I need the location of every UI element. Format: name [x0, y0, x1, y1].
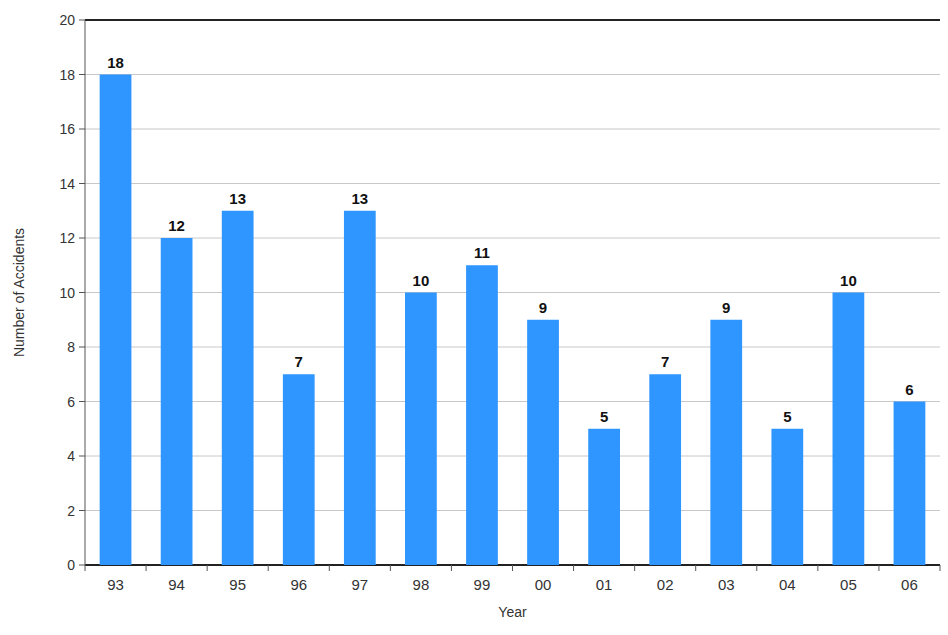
bar [222, 211, 254, 565]
x-tick-label: 03 [718, 576, 735, 593]
x-tick [878, 565, 879, 571]
bar [649, 374, 681, 565]
y-tick [79, 510, 85, 511]
chart: 0246810121416182018121371310119579510693… [0, 0, 948, 635]
y-tick-label: 20 [59, 12, 75, 28]
bar [771, 429, 803, 565]
grid-line [85, 183, 940, 184]
y-tick-label: 2 [67, 503, 75, 519]
grid-line [85, 456, 940, 457]
grid-line [85, 347, 940, 348]
x-tick-label: 02 [657, 576, 674, 593]
y-tick [79, 565, 85, 566]
x-tick [940, 565, 941, 571]
y-tick [79, 347, 85, 348]
y-tick-label: 4 [67, 448, 75, 464]
bar [344, 211, 376, 565]
y-tick [79, 183, 85, 184]
y-axis-line [85, 20, 86, 565]
y-tick-label: 16 [59, 121, 75, 137]
x-tick [634, 565, 635, 571]
data-label: 18 [107, 54, 124, 71]
y-tick [79, 20, 85, 21]
y-tick-label: 10 [59, 285, 75, 301]
y-tick [79, 238, 85, 239]
x-tick-label: 01 [596, 576, 613, 593]
y-tick-label: 6 [67, 394, 75, 410]
x-tick-label: 99 [474, 576, 491, 593]
grid-line [85, 238, 940, 239]
data-label: 6 [905, 381, 913, 398]
data-label: 9 [539, 299, 547, 316]
data-label: 5 [600, 408, 608, 425]
data-label: 9 [722, 299, 730, 316]
data-label: 12 [168, 217, 185, 234]
bar [283, 374, 315, 565]
x-tick-label: 98 [413, 576, 430, 593]
bar [405, 293, 437, 566]
x-tick [451, 565, 452, 571]
data-label: 11 [474, 244, 490, 261]
grid-line [85, 401, 940, 402]
x-tick-label: 93 [107, 576, 124, 593]
bar [161, 238, 193, 565]
x-tick [756, 565, 757, 571]
data-label: 13 [229, 190, 246, 207]
x-tick [146, 565, 147, 571]
y-axis-title: Number of Accidents [11, 228, 27, 357]
grid-line [85, 74, 940, 75]
data-label: 7 [661, 353, 669, 370]
data-label: 10 [413, 272, 430, 289]
x-tick [695, 565, 696, 571]
bar [894, 402, 926, 566]
x-tick [817, 565, 818, 571]
bar [588, 429, 620, 565]
x-tick [573, 565, 574, 571]
x-tick [390, 565, 391, 571]
x-tick-label: 96 [290, 576, 307, 593]
x-tick-label: 04 [779, 576, 796, 593]
y-tick-label: 8 [67, 339, 75, 355]
grid-line [85, 292, 940, 293]
data-label: 5 [783, 408, 791, 425]
grid-line [85, 129, 940, 130]
x-tick-label: 05 [840, 576, 857, 593]
x-tick-label: 06 [901, 576, 918, 593]
grid-line [85, 19, 940, 21]
x-axis-title: Year [498, 604, 527, 620]
data-label: 13 [351, 190, 368, 207]
x-tick-label: 97 [351, 576, 368, 593]
bars [100, 75, 926, 566]
x-tick-label: 95 [229, 576, 246, 593]
x-tick [268, 565, 269, 571]
x-tick [512, 565, 513, 571]
background [0, 0, 948, 635]
bar [833, 293, 865, 566]
y-tick-label: 0 [67, 557, 75, 573]
y-tick [79, 292, 85, 293]
x-tick [329, 565, 330, 571]
data-label: 7 [295, 353, 303, 370]
x-tick [207, 565, 208, 571]
y-tick [79, 74, 85, 75]
bar [527, 320, 559, 565]
x-tick [85, 565, 86, 571]
y-tick-label: 12 [59, 230, 75, 246]
x-tick-label: 00 [535, 576, 552, 593]
bar [466, 265, 498, 565]
grid-line [85, 510, 940, 511]
y-tick [79, 401, 85, 402]
data-label: 10 [840, 272, 857, 289]
y-tick [79, 129, 85, 130]
y-tick [79, 456, 85, 457]
x-tick-label: 94 [168, 576, 185, 593]
y-tick-label: 14 [59, 176, 75, 192]
y-tick-label: 18 [59, 67, 75, 83]
bar [710, 320, 742, 565]
bar [100, 75, 132, 566]
